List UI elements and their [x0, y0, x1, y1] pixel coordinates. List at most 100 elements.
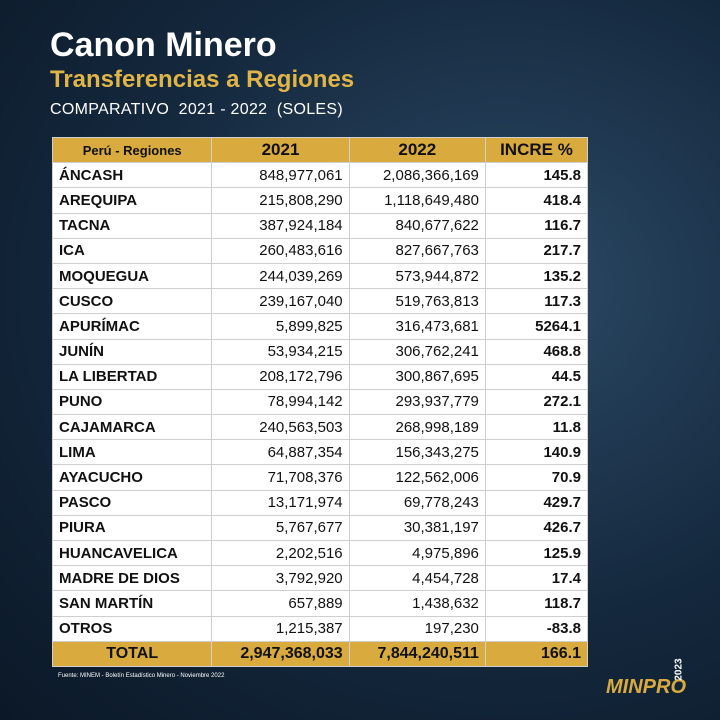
cell: 840,677,622	[348, 212, 486, 239]
cell: 44.5	[484, 363, 589, 390]
cell: 316,473,681	[348, 313, 486, 340]
cell: 306,762,241	[348, 338, 486, 365]
header-row: Perú - Regiones 2021 2022 INCRE %	[51, 136, 589, 164]
cell: 468.8	[484, 338, 589, 365]
cell: 1,215,387	[211, 615, 350, 642]
column-header: 2021	[211, 136, 350, 164]
table-row: MADRE DE DIOS 3,792,920 4,454,728 17.4	[51, 565, 589, 592]
cell: 2,202,516	[211, 539, 350, 567]
table-row: JUNÍN 53,934,215 306,762,241 468.8	[51, 338, 589, 365]
cell: HUANCAVELICA	[51, 539, 213, 567]
cell: ICA	[51, 237, 213, 264]
cell: 293,937,779	[348, 388, 486, 416]
cell: 53,934,215	[211, 338, 350, 365]
cell: 208,172,796	[211, 363, 350, 390]
cell: 244,039,269	[211, 262, 350, 290]
table-row: PIURA 5,767,677 30,381,197 426.7	[51, 514, 589, 542]
cell: 5,767,677	[211, 514, 350, 542]
cell: 519,763,813	[348, 288, 486, 315]
cell: 1,118,649,480	[348, 187, 486, 214]
cell: 848,977,061	[211, 162, 350, 189]
cell: 17.4	[484, 565, 589, 592]
cell: 125.9	[484, 539, 589, 567]
cell: ÁNCASH	[51, 162, 213, 189]
cell: 429.7	[484, 489, 589, 516]
cell: 239,167,040	[211, 288, 350, 315]
table-row: MOQUEGUA 244,039,269 573,944,872 135.2	[51, 262, 589, 290]
total-cell: 166.1	[484, 640, 589, 667]
cell: LIMA	[51, 439, 213, 466]
cell: 300,867,695	[348, 363, 486, 390]
cell: 4,975,896	[348, 539, 486, 567]
source: Fuente: MINEM - Boletín Estadístico Mine…	[58, 673, 225, 679]
cell: 2,086,366,169	[348, 162, 486, 189]
cell: 122,562,006	[348, 464, 486, 491]
cell: TACNA	[51, 212, 213, 239]
cell: 573,944,872	[348, 262, 486, 290]
table-row: CUSCO 239,167,040 519,763,813 117.3	[51, 288, 589, 315]
table-row: ÁNCASH 848,977,061 2,086,366,169 145.8	[51, 162, 589, 189]
cell: 4,454,728	[348, 565, 486, 592]
table-row: PASCO 13,171,974 69,778,243 429.7	[51, 489, 589, 516]
cell: 3,792,920	[211, 565, 350, 592]
table-row: SAN MARTÍN 657,889 1,438,632 118.7	[51, 590, 589, 617]
cell: 426.7	[484, 514, 589, 542]
data-table: Perú - Regiones 2021 2022 INCRE % ÁNCASH 848,…	[51, 136, 589, 667]
cell: CAJAMARCA	[51, 414, 213, 441]
table-row: TACNA 387,924,184 840,677,622 116.7	[51, 212, 589, 239]
column-header: Perú - Regiones	[51, 136, 213, 164]
table-row: AYACUCHO 71,708,376 122,562,006 70.9	[51, 464, 589, 491]
cell: 260,483,616	[211, 237, 350, 264]
total-cell: TOTAL	[51, 640, 213, 667]
table-row: LA LIBERTAD 208,172,796 300,867,695 44.5	[51, 363, 589, 390]
cell: OTROS	[51, 615, 213, 642]
column-header: INCRE %	[484, 136, 589, 164]
cell: 268,998,189	[348, 414, 486, 441]
table-row: ICA 260,483,616 827,667,763 217.7	[51, 237, 589, 264]
cell: 71,708,376	[211, 464, 350, 491]
cell: 217.7	[484, 237, 589, 264]
table-row: PUNO 78,994,142 293,937,779 272.1	[51, 388, 589, 416]
table-row: HUANCAVELICA 2,202,516 4,975,896 125.9	[51, 539, 589, 567]
cell: 240,563,503	[211, 414, 350, 441]
cell: 117.3	[484, 288, 589, 315]
cell: 13,171,974	[211, 489, 350, 516]
cell: MADRE DE DIOS	[51, 565, 213, 592]
cell: 272.1	[484, 388, 589, 416]
caption: COMPARATIVO 2021 - 2022 (SOLES)	[50, 101, 343, 118]
title: Canon Minero	[50, 26, 277, 64]
cell: 30,381,197	[348, 514, 486, 542]
total-cell: 7,844,240,511	[348, 640, 486, 667]
cell: -83.8	[484, 615, 589, 642]
cell: 197,230	[348, 615, 486, 642]
cell: 135.2	[484, 262, 589, 290]
cell: 64,887,354	[211, 439, 350, 466]
cell: 140.9	[484, 439, 589, 466]
logo: MINPRO	[606, 676, 686, 698]
cell: 5,899,825	[211, 313, 350, 340]
column-header: 2022	[348, 136, 486, 164]
cell: AYACUCHO	[51, 464, 213, 491]
total-cell: 2,947,368,033	[211, 640, 350, 667]
logo-year: 2023	[673, 658, 685, 681]
table-row: LIMA 64,887,354 156,343,275 140.9	[51, 439, 589, 466]
subtitle: Transferencias a Regiones	[50, 66, 355, 93]
cell: 827,667,763	[348, 237, 486, 264]
cell: PUNO	[51, 388, 213, 416]
cell: 78,994,142	[211, 388, 350, 416]
table-row: OTROS 1,215,387 197,230 -83.8	[51, 615, 589, 642]
cell: MOQUEGUA	[51, 262, 213, 290]
cell: SAN MARTÍN	[51, 590, 213, 617]
cell: 387,924,184	[211, 212, 350, 239]
cell: 70.9	[484, 464, 589, 491]
cell: AREQUIPA	[51, 187, 213, 214]
cell: 657,889	[211, 590, 350, 617]
cell: 215,808,290	[211, 187, 350, 214]
cell: 118.7	[484, 590, 589, 617]
cell: LA LIBERTAD	[51, 363, 213, 390]
table-row: CAJAMARCA 240,563,503 268,998,189 11.8	[51, 414, 589, 441]
cell: 1,438,632	[348, 590, 486, 617]
cell: 69,778,243	[348, 489, 486, 516]
cell: 156,343,275	[348, 439, 486, 466]
cell: 145.8	[484, 162, 589, 189]
